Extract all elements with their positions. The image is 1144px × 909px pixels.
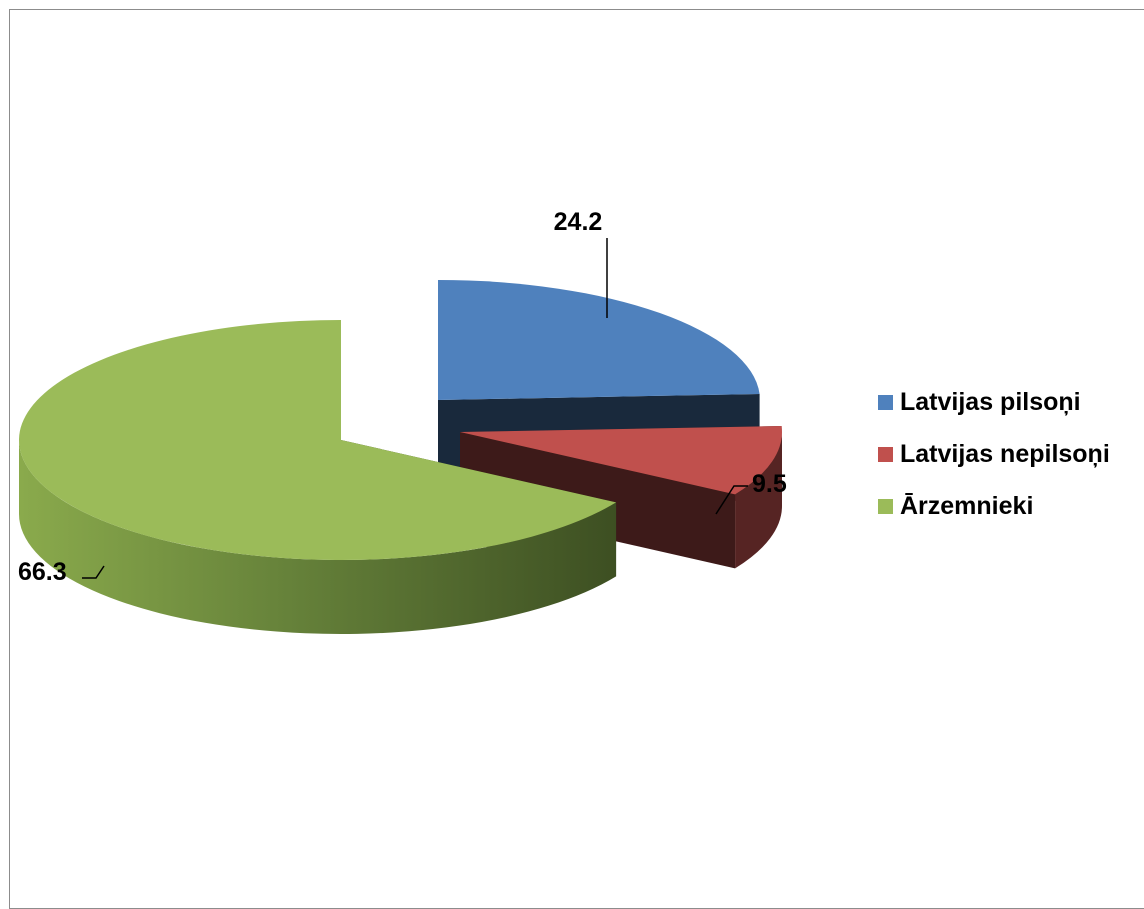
data-label: 24.2: [554, 208, 603, 236]
legend-swatch-green: [878, 499, 893, 514]
legend: Latvijas pilsoņi Latvijas nepilsoņi Ārze…: [878, 388, 1140, 544]
legend-item-latvijas-nepilsoni: Latvijas nepilsoņi: [878, 440, 1140, 469]
pie-slice-top: [460, 425, 782, 495]
data-label: 66.3: [18, 558, 67, 586]
legend-swatch-red: [878, 447, 893, 462]
data-label: 9.5: [752, 470, 787, 498]
legend-label: Ārzemnieki: [900, 492, 1034, 520]
legend-label: Latvijas pilsoņi: [900, 388, 1081, 416]
legend-item-latvijas-pilsoni: Latvijas pilsoņi: [878, 388, 1140, 417]
leader-line: [82, 565, 105, 579]
leader-line: [715, 485, 748, 515]
pie-slice: [19, 320, 617, 634]
pie-slice-top: [438, 280, 760, 400]
pie-slice-side: [735, 432, 782, 569]
legend-item-arzemnieki: Ārzemnieki: [878, 492, 1140, 521]
pie-slice-top: [19, 320, 617, 560]
pie-slice-side: [19, 440, 617, 634]
legend-swatch-blue: [878, 395, 893, 410]
legend-label: Latvijas nepilsoņi: [900, 440, 1110, 468]
